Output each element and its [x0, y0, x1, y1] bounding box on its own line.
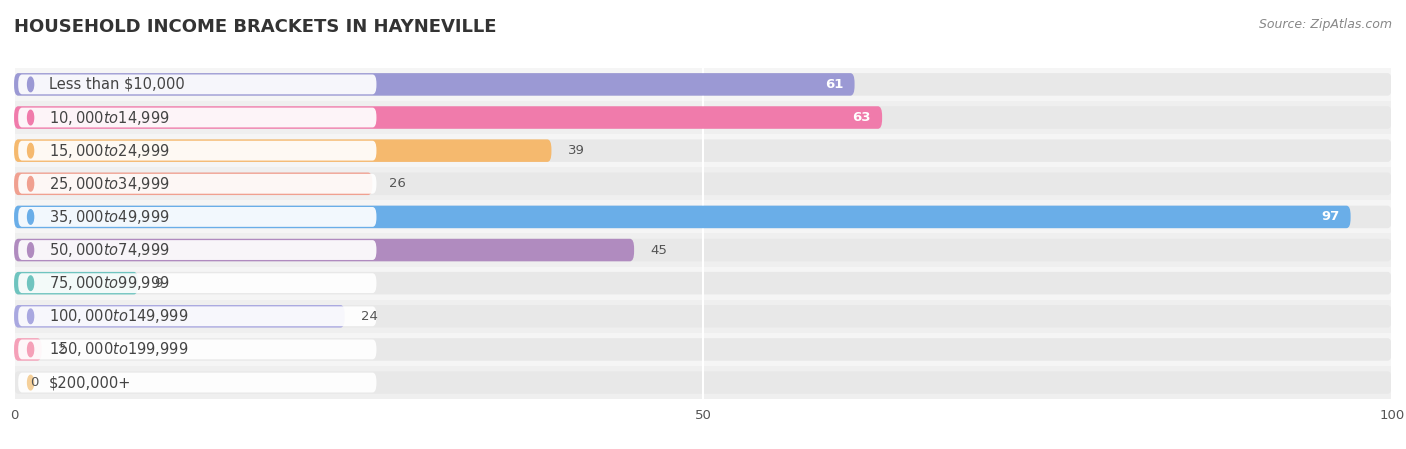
- FancyBboxPatch shape: [18, 174, 377, 194]
- Text: $15,000 to $24,999: $15,000 to $24,999: [48, 141, 169, 160]
- FancyBboxPatch shape: [14, 305, 1392, 328]
- FancyBboxPatch shape: [18, 306, 377, 326]
- FancyBboxPatch shape: [18, 75, 377, 94]
- FancyBboxPatch shape: [18, 273, 377, 293]
- FancyBboxPatch shape: [14, 73, 855, 96]
- Bar: [14, 68, 1392, 101]
- Text: $150,000 to $199,999: $150,000 to $199,999: [48, 340, 188, 358]
- FancyBboxPatch shape: [14, 272, 1392, 295]
- Bar: [14, 333, 1392, 366]
- Circle shape: [28, 342, 34, 357]
- FancyBboxPatch shape: [14, 272, 138, 295]
- Text: 39: 39: [568, 144, 585, 157]
- FancyBboxPatch shape: [14, 139, 551, 162]
- Text: Source: ZipAtlas.com: Source: ZipAtlas.com: [1258, 18, 1392, 31]
- FancyBboxPatch shape: [18, 373, 377, 392]
- Bar: [14, 267, 1392, 300]
- Bar: [14, 300, 1392, 333]
- Bar: [14, 101, 1392, 134]
- Circle shape: [28, 176, 34, 191]
- Circle shape: [28, 243, 34, 257]
- FancyBboxPatch shape: [14, 73, 1392, 96]
- FancyBboxPatch shape: [14, 338, 42, 361]
- Text: 2: 2: [58, 343, 66, 356]
- Text: $100,000 to $149,999: $100,000 to $149,999: [48, 307, 188, 326]
- Circle shape: [28, 210, 34, 224]
- Text: 61: 61: [825, 78, 844, 91]
- Circle shape: [28, 309, 34, 324]
- FancyBboxPatch shape: [14, 338, 1392, 361]
- Circle shape: [28, 77, 34, 92]
- Bar: [14, 134, 1392, 167]
- FancyBboxPatch shape: [14, 172, 373, 195]
- FancyBboxPatch shape: [18, 207, 377, 227]
- Text: Less than $10,000: Less than $10,000: [48, 77, 184, 92]
- Text: $25,000 to $34,999: $25,000 to $34,999: [48, 175, 169, 193]
- Bar: [14, 233, 1392, 267]
- Text: $10,000 to $14,999: $10,000 to $14,999: [48, 109, 169, 127]
- FancyBboxPatch shape: [18, 108, 377, 128]
- Circle shape: [28, 375, 34, 390]
- FancyBboxPatch shape: [18, 339, 377, 359]
- Text: $50,000 to $74,999: $50,000 to $74,999: [48, 241, 169, 259]
- Text: $35,000 to $49,999: $35,000 to $49,999: [48, 208, 169, 226]
- Text: 97: 97: [1322, 211, 1340, 224]
- Text: HOUSEHOLD INCOME BRACKETS IN HAYNEVILLE: HOUSEHOLD INCOME BRACKETS IN HAYNEVILLE: [14, 18, 496, 36]
- Circle shape: [28, 110, 34, 125]
- FancyBboxPatch shape: [14, 139, 1392, 162]
- Text: $75,000 to $99,999: $75,000 to $99,999: [48, 274, 169, 292]
- FancyBboxPatch shape: [18, 240, 377, 260]
- FancyBboxPatch shape: [14, 106, 882, 129]
- Bar: [14, 366, 1392, 399]
- Circle shape: [28, 143, 34, 158]
- Text: $200,000+: $200,000+: [48, 375, 131, 390]
- Text: 45: 45: [651, 243, 668, 256]
- Circle shape: [28, 276, 34, 291]
- FancyBboxPatch shape: [14, 172, 1392, 195]
- FancyBboxPatch shape: [18, 141, 377, 161]
- FancyBboxPatch shape: [14, 206, 1351, 228]
- Text: 9: 9: [155, 277, 163, 290]
- FancyBboxPatch shape: [14, 239, 634, 261]
- FancyBboxPatch shape: [14, 206, 1392, 228]
- Text: 0: 0: [31, 376, 39, 389]
- Bar: [14, 200, 1392, 233]
- FancyBboxPatch shape: [14, 239, 1392, 261]
- Text: 26: 26: [389, 177, 406, 190]
- FancyBboxPatch shape: [14, 305, 344, 328]
- Text: 63: 63: [852, 111, 872, 124]
- FancyBboxPatch shape: [14, 371, 1392, 394]
- FancyBboxPatch shape: [14, 106, 1392, 129]
- Text: 24: 24: [361, 310, 378, 323]
- Bar: [14, 167, 1392, 200]
